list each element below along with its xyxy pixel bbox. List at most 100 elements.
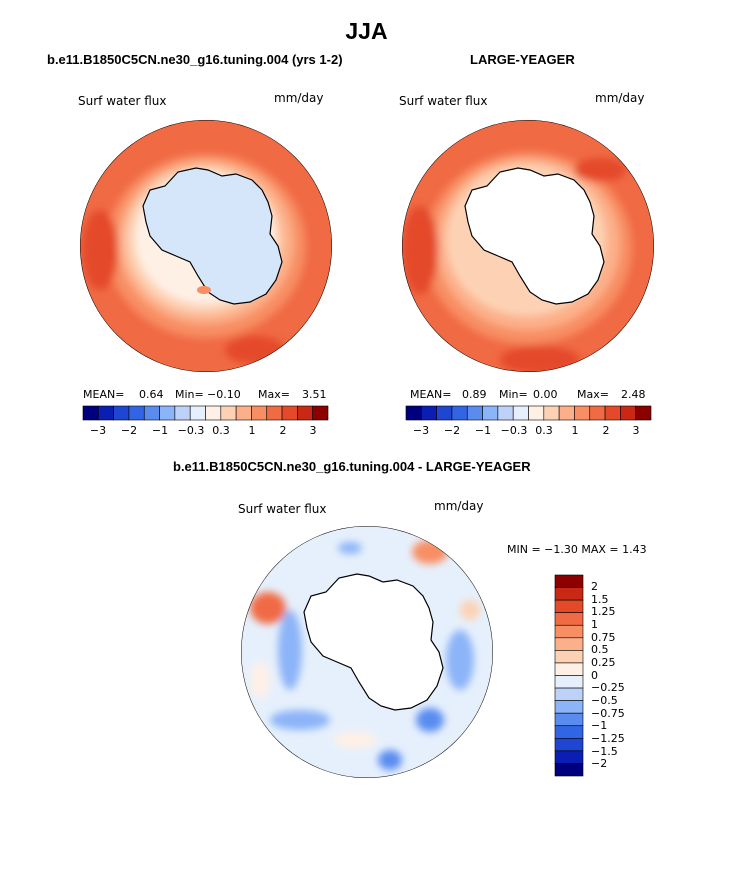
panel-3-cbar-tick: 1.5	[591, 593, 609, 606]
panel-1-cbar-tick: 2	[279, 424, 287, 437]
panel-1-min-value: −0.10	[207, 388, 241, 401]
panel-1-map	[80, 120, 332, 372]
panel-1-mean-value: 0.64	[139, 388, 164, 401]
panel-2-colorbar-swatch	[466, 405, 483, 421]
panel-3-colorbar-swatch	[554, 574, 584, 588]
panel-3-colorbar-swatch	[554, 624, 584, 639]
panel-2-colorbar-swatch	[604, 405, 621, 421]
panel-2-min-label: Min=	[499, 388, 528, 401]
panel-3-colorbar-swatch	[554, 612, 584, 626]
panel-1-colorbar-swatch	[159, 405, 176, 421]
panel-3-colorbar-swatch	[554, 750, 584, 764]
panel-2-cbar-tick: −3	[412, 424, 430, 437]
panel-1-colorbar-swatch	[205, 405, 222, 421]
panel-3-map	[241, 526, 493, 778]
panel-2-antarctica	[464, 167, 605, 305]
panel-1-colorbar-swatch	[189, 405, 206, 421]
panel-1-cbar-tick: 0.3	[212, 424, 230, 437]
panel-3-cbar-tick: 0.25	[591, 656, 616, 669]
panel-2-colorbar-swatch	[421, 405, 437, 421]
panel-3-minmax: MIN = −1.30 MAX = 1.43	[507, 543, 647, 556]
panel-2-mean-value: 0.89	[462, 388, 487, 401]
panel-1-cbar-tick: 3	[309, 424, 317, 437]
panel-2-colorbar-swatch	[620, 405, 636, 421]
panel-1-title: b.e11.B1850C5CN.ne30_g16.tuning.004 (yrs…	[47, 52, 343, 67]
panel-3-colorbar-swatch	[554, 637, 584, 651]
panel-1-units-label: mm/day	[274, 91, 324, 105]
panel-3-colorbar	[554, 574, 584, 777]
panel-3-colorbar-swatch	[554, 712, 584, 727]
panel-1-cbar-tick: 1	[248, 424, 256, 437]
panel-1-colorbar-swatch	[113, 405, 130, 421]
panel-3-colorbar-swatch	[554, 650, 584, 664]
panel-2-colorbar-swatch	[558, 405, 575, 421]
panel-2-colorbar-swatch	[497, 405, 514, 421]
panel-3-contours	[250, 540, 480, 770]
figure-title: JJA	[345, 18, 388, 44]
panel-1-colorbar-swatch	[312, 405, 329, 421]
panel-3-cbar-tick: 0.5	[591, 643, 609, 656]
panel-3-colorbar-swatch	[554, 687, 584, 701]
panel-1-colorbar-swatch	[128, 405, 145, 421]
panel-2-colorbar-swatch	[482, 405, 499, 421]
panel-1-colorbar-swatch	[281, 405, 298, 421]
panel-3-colorbar-swatch	[554, 725, 584, 739]
panel-2-map	[402, 120, 654, 372]
panel-1-cbar-tick: −0.3	[177, 424, 205, 437]
panel-2-cbar-tick: −0.3	[500, 424, 528, 437]
panel-1-colorbar-swatch	[251, 405, 268, 421]
panel-3-cbar-tick: −0.25	[591, 681, 625, 694]
panel-3-variable-label: Surf water flux	[238, 502, 327, 516]
panel-3-cbar-tick: −1	[591, 719, 608, 732]
panel-3-cbar-tick: 1	[591, 618, 598, 631]
panel-2-colorbar-swatch	[589, 405, 606, 421]
panel-3-cbar-tick: −0.5	[591, 694, 618, 707]
panel-1-max-value: 3.51	[302, 388, 327, 401]
panel-1-cbar-tick: −3	[89, 424, 107, 437]
panel-2-variable-label: Surf water flux	[399, 94, 488, 108]
panel-2-colorbar-swatch	[528, 405, 545, 421]
panel-3-colorbar-swatch	[554, 763, 584, 777]
panel-2-max-value: 2.48	[621, 388, 646, 401]
panel-3-cbar-tick: −0.75	[591, 707, 625, 720]
panel-1-colorbar	[82, 405, 329, 421]
panel-1-max-label: Max=	[258, 388, 290, 401]
panel-1-colorbar-swatch	[82, 405, 99, 421]
panel-2-min-value: 0.00	[533, 388, 558, 401]
panel-2-units-label: mm/day	[595, 91, 645, 105]
panel-1-mean-label: MEAN=	[83, 388, 125, 401]
panel-2-colorbar-swatch	[405, 405, 422, 421]
panel-3-cbar-tick: 1.25	[591, 605, 616, 618]
panel-1-min-label: Min=	[175, 388, 204, 401]
panel-3-antarctica	[303, 573, 444, 711]
panel-2-cbar-tick: 1	[571, 424, 579, 437]
panel-3-colorbar-swatch	[554, 675, 584, 689]
panel-3-cbar-tick: 0	[591, 669, 598, 682]
panel-3-colorbar-swatch	[554, 700, 584, 714]
panel-1-variable-label: Surf water flux	[78, 94, 167, 108]
panel-1-cbar-tick: −2	[120, 424, 138, 437]
panel-3-units-label: mm/day	[434, 499, 484, 513]
panel-1-cbar-tick: −1	[151, 424, 169, 437]
panel-2-cbar-tick: −2	[443, 424, 461, 437]
panel-3-colorbar-swatch	[554, 599, 584, 613]
panel-3-title: b.e11.B1850C5CN.ne30_g16.tuning.004 - LA…	[173, 459, 531, 474]
panel-2-colorbar-swatch	[512, 405, 529, 421]
panel-3-cbar-tick: −2	[591, 757, 608, 770]
panel-2-colorbar-swatch	[451, 405, 468, 421]
panel-1-colorbar-swatch	[297, 405, 313, 421]
panel-2-cbar-tick: 2	[602, 424, 610, 437]
panel-2-cbar-tick: 3	[632, 424, 640, 437]
panel-2-max-label: Max=	[577, 388, 609, 401]
panel-2-colorbar-swatch	[635, 405, 652, 421]
panel-2-cbar-tick: 0.3	[535, 424, 553, 437]
panel-1-colorbar-swatch	[98, 405, 114, 421]
panel-1-colorbar-swatch	[143, 405, 160, 421]
panel-3-cbar-tick: 0.75	[591, 631, 616, 644]
panel-2-colorbar	[405, 405, 652, 421]
panel-3-colorbar-swatch	[554, 662, 584, 676]
panel-1-colorbar-swatch	[235, 405, 252, 421]
panel-1-antarctica	[142, 167, 283, 305]
panel-3-colorbar-swatch	[554, 738, 584, 752]
